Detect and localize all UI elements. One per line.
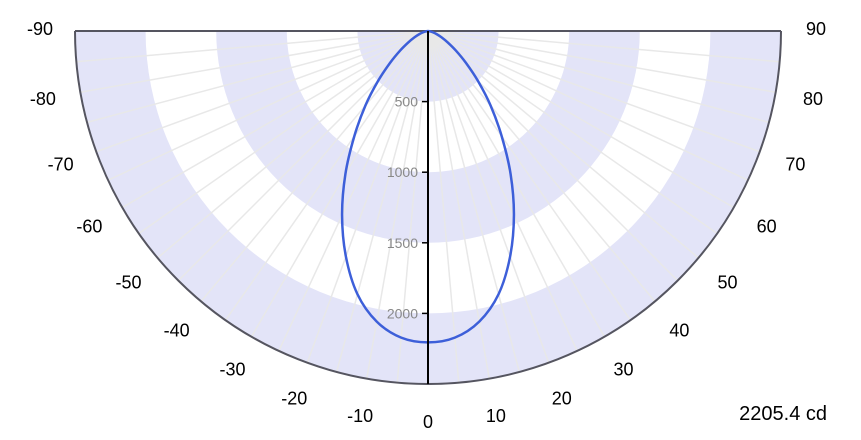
radial-tick-label: 500	[395, 94, 419, 110]
angle-tick-label: -80	[30, 89, 56, 109]
angle-tick-label: -20	[281, 388, 307, 408]
angle-tick-label: -30	[219, 360, 245, 380]
angle-grid-line	[224, 30, 429, 321]
angle-grid-line	[138, 30, 429, 235]
angle-tick-label: -90	[27, 19, 53, 39]
angle-grid-line	[250, 30, 429, 338]
angle-tick-label: 90	[806, 19, 826, 39]
angle-grid-line	[427, 30, 679, 282]
angle-grid-line	[427, 30, 632, 321]
angle-grid-line	[427, 30, 749, 181]
angle-grid-line	[427, 30, 550, 363]
angle-tick-label: 0	[423, 412, 433, 432]
angle-grid-line	[427, 30, 606, 338]
angle-grid-line	[427, 30, 776, 94]
angle-grid-line	[177, 30, 429, 282]
angle-tick-label: 30	[613, 360, 633, 380]
angle-grid-line	[427, 30, 460, 383]
angle-grid-line	[157, 30, 429, 259]
angle-tick-label: 80	[803, 89, 823, 109]
angle-grid-line	[335, 30, 429, 373]
angle-grid-line	[80, 30, 429, 94]
angle-grid-line	[427, 30, 699, 259]
angle-grid-line	[96, 30, 429, 153]
angle-tick-label: -10	[347, 406, 373, 426]
radial-tick-labels: 500 1000 1500 2000	[387, 94, 418, 322]
angle-grid	[76, 30, 780, 383]
angle-grid-line	[427, 30, 760, 153]
angle-tick-label: 20	[552, 388, 572, 408]
radial-tick-label: 1500	[387, 235, 418, 251]
angle-tick-label: 10	[486, 406, 506, 426]
angle-grid-line	[200, 30, 429, 302]
angle-grid-line	[427, 30, 735, 209]
angle-grid-line	[427, 30, 521, 373]
angle-tick-label: -40	[164, 321, 190, 341]
angle-grid-line	[121, 30, 429, 209]
max-intensity-label: 2205.4 cd	[739, 403, 827, 425]
angle-tick-label: 40	[669, 321, 689, 341]
center-axis	[422, 31, 429, 384]
angle-grid-line	[306, 30, 429, 363]
radial-tick-label: 1000	[387, 164, 418, 180]
angle-tick-label: 70	[785, 155, 805, 175]
angle-tick-label: -70	[48, 155, 74, 175]
angle-grid-line	[427, 30, 780, 63]
angle-grid-line	[278, 30, 429, 352]
angle-grid-line	[427, 30, 578, 352]
angle-grid-line	[107, 30, 429, 181]
angle-grid-line	[427, 30, 718, 235]
angle-grid-line	[86, 30, 429, 124]
radial-tick-label: 2000	[387, 305, 418, 321]
angle-grid-line	[396, 30, 429, 383]
angle-grid-line	[427, 30, 656, 302]
angle-tick-labels: -90 -80 -70 -60 -50 -40 -30 -20 -10 0 10 20 30 40 50 60…	[27, 19, 826, 432]
angle-tick-label: 60	[757, 217, 777, 237]
angle-tick-label: -60	[76, 217, 102, 237]
angle-tick-label: 50	[718, 272, 738, 292]
angle-tick-label: -50	[115, 272, 141, 292]
angle-grid-line	[427, 30, 770, 124]
angle-grid-line	[76, 30, 429, 63]
